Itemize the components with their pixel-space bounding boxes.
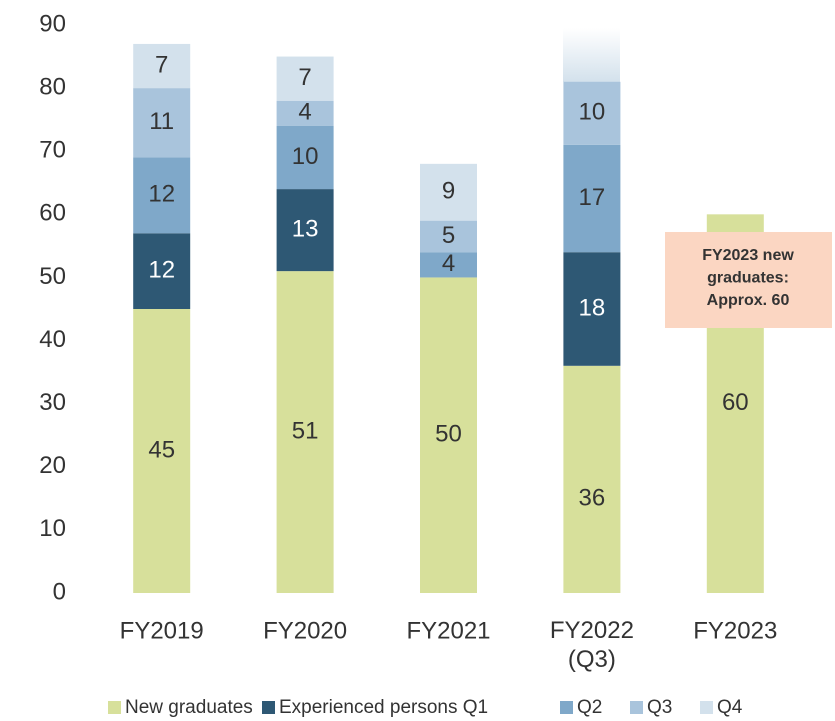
bar-segment [133,43,191,89]
annotation: FY2023 new graduates: Approx. 60 [702,247,794,309]
data-label: 60 [722,389,749,416]
data-label: 36 [579,485,606,512]
legend-swatch [560,701,573,714]
legend-label: Q4 [717,697,743,718]
data-label: 11 [149,108,174,135]
y-tick-label: 60 [39,200,66,227]
y-tick-label: 20 [39,452,66,479]
data-label: 5 [442,222,455,249]
bar-segment [276,189,334,272]
data-label: 17 [579,184,606,211]
x-tick-label: FY2019 [120,617,204,644]
data-label: 7 [155,51,168,78]
legend-label: New graduates [125,697,253,718]
bar-segment [133,157,191,234]
data-label: 10 [292,143,319,170]
data-label: 4 [298,99,311,126]
bar-segment [276,125,334,190]
data-label: 10 [579,99,606,126]
bar-segment [276,56,334,101]
bar-segment [133,88,191,158]
data-label: 12 [148,256,175,283]
bar-segment [420,252,477,278]
legend-label: Q2 [577,697,602,718]
bar-segment [420,163,477,221]
bar-segment [563,365,621,593]
data-label: 18 [579,294,606,321]
bar-segment [276,100,334,126]
bar-segment [133,309,191,593]
y-tick-label: 10 [39,515,66,542]
data-label: 50 [435,421,462,448]
data-label: 4 [442,250,455,277]
bar-segment [133,233,191,309]
legend-label: Q3 [647,697,672,718]
bar-segment [276,271,334,593]
data-label: 13 [292,215,319,242]
data-label: 7 [298,64,311,91]
legend-swatch [630,701,643,714]
y-tick-label: 0 [53,578,66,605]
x-tick-label: FY2020 [263,617,347,644]
y-tick-label: 40 [39,326,66,353]
y-tick-label: 80 [39,73,66,100]
bar-segment [563,81,621,145]
bar-segment [420,277,477,593]
bar-segment [420,220,477,253]
bar-segment [563,252,621,366]
legend-swatch [108,701,121,714]
y-tick-label: 30 [39,389,66,416]
bar-segment [563,144,621,253]
x-tick-label: FY2022 (Q3) [550,617,634,673]
y-tick-label: 50 [39,263,66,290]
forecast-fade [563,28,620,82]
y-tick-label: 90 [39,10,66,37]
legend-label: Experienced persons Q1 [279,697,488,718]
data-label: 9 [442,178,455,205]
data-label: 45 [148,436,175,463]
legend-swatch [262,701,275,714]
x-tick-label: FY2023 [693,617,777,644]
y-tick-label: 70 [39,137,66,164]
legend-swatch [700,701,713,714]
data-label: 51 [292,417,319,444]
data-label: 12 [148,181,175,208]
annotation-box [665,232,832,328]
x-tick-label: FY2021 [406,617,490,644]
